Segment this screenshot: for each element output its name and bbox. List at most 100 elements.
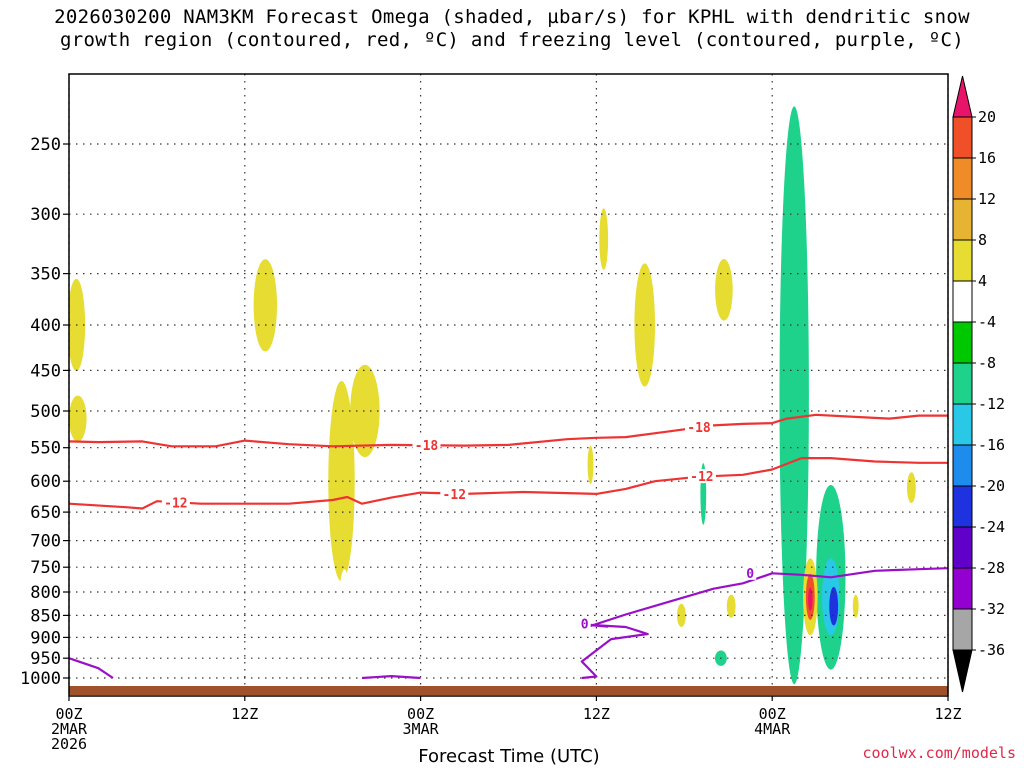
y-tick-label: 800: [30, 583, 61, 603]
freezing-level-contour: [581, 567, 948, 630]
colorbar-label: -16: [978, 436, 1005, 454]
credit-link[interactable]: coolwx.com/models: [862, 744, 1016, 762]
x-tick-label: 2MAR: [51, 720, 88, 738]
y-tick-label: 1000: [20, 669, 61, 689]
colorbar-label: -32: [978, 600, 1005, 618]
colorbar-label: 12: [978, 190, 996, 208]
omega-cell: [328, 381, 355, 582]
omega-cell: [395, 650, 431, 690]
colorbar-block: [952, 444, 973, 487]
omega-cell: [587, 445, 594, 485]
omega-cell: [808, 587, 813, 611]
colorbar-block: [952, 280, 973, 323]
contour-label: 0: [581, 618, 589, 633]
omega-cell: [253, 259, 277, 352]
colorbar-block: [952, 239, 973, 282]
colorbar-block: [952, 485, 973, 528]
colorbar-label: -4: [978, 313, 996, 331]
y-tick-label: 700: [30, 532, 61, 552]
omega-cell: [677, 603, 686, 628]
omega-cell: [586, 638, 636, 678]
contour-label-bg: [412, 437, 441, 452]
chart-title-line-2: growth region (contoured, red, ºC) and f…: [60, 29, 964, 51]
contour-label: -12: [690, 470, 713, 485]
colorbar-label: -24: [978, 518, 1005, 536]
colorbar-label: -20: [978, 477, 1005, 495]
y-tick-label: 650: [30, 503, 61, 523]
colorbar-block: [952, 526, 973, 569]
omega-cell: [674, 377, 695, 532]
contour-label: -12: [164, 497, 187, 512]
omega-shading: [69, 74, 948, 696]
x-tick-label: 3MAR: [403, 720, 440, 738]
omega-cell: [829, 586, 839, 626]
colorbar-block: [952, 567, 973, 610]
y-tick-label: 450: [30, 361, 61, 381]
y-tick-label: 850: [30, 606, 61, 626]
y-tick-label: 750: [30, 558, 61, 578]
colorbar-block: [952, 362, 973, 405]
colorbar-label: 4: [978, 272, 987, 290]
omega-cell: [907, 472, 916, 503]
y-tick-label: 500: [30, 402, 61, 422]
colorbar-label: -12: [978, 395, 1005, 413]
y-axis: 2503003504004505005506006507007508008509…: [20, 135, 69, 689]
colorbar-label: -8: [978, 354, 996, 372]
x-tick-label: 00Z: [407, 705, 434, 723]
contour-label-bg: [685, 419, 713, 434]
contour-label: -18: [687, 421, 711, 436]
colorbar-label: -28: [978, 559, 1005, 577]
omega-cell: [715, 259, 733, 321]
y-tick-label: 250: [30, 135, 61, 155]
x-tick-label: 12Z: [934, 705, 961, 723]
omega-cell: [69, 395, 87, 442]
omega-cell: [634, 263, 655, 387]
freezing-level-contour: [361, 674, 421, 680]
contour-label-bg: [578, 616, 591, 631]
colorbar-bottom-triangle: [952, 649, 973, 693]
x-tick-label: 00Z: [55, 705, 82, 723]
x-tick-label: 12Z: [231, 705, 258, 723]
contours: -18 -18 -12 -12 -12 0 0: [69, 413, 948, 680]
contour-label-bg: [440, 486, 469, 501]
contour-label-bg: [161, 495, 190, 510]
omega-cell: [779, 106, 809, 685]
omega-cell: [852, 594, 859, 618]
chart-title-line-1: 2026030200 NAM3KM Forecast Omega (shaded…: [54, 6, 970, 28]
omega-cell: [174, 181, 204, 321]
colorbar-block: [952, 157, 973, 200]
contour-label-bg: [744, 565, 757, 580]
y-tick-label: 900: [30, 628, 61, 648]
y-tick-label: 600: [30, 472, 61, 492]
colorbar-label: 16: [978, 149, 996, 167]
colorbar-label: -36: [978, 641, 1005, 659]
contour-label: -12: [443, 488, 466, 503]
omega-cell: [679, 278, 695, 372]
y-tick-label: 950: [30, 649, 61, 669]
y-tick-label: 350: [30, 265, 61, 285]
freezing-level-contour: [580, 623, 649, 680]
y-tick-label: 300: [30, 205, 61, 225]
y-tick-label: 550: [30, 439, 61, 459]
x-tick-label: 12Z: [583, 705, 610, 723]
colorbar-block: [952, 608, 973, 651]
omega-cell: [599, 208, 609, 270]
omega-cell: [338, 569, 351, 662]
colorbar-label: 8: [978, 231, 987, 249]
contour-label: 0: [746, 567, 754, 582]
contour-label: -18: [415, 439, 439, 454]
x-axis-title: Forecast Time (UTC): [418, 746, 600, 767]
omega-cell: [728, 461, 743, 539]
dgz-contour: [69, 413, 948, 448]
omega-cell: [726, 594, 736, 618]
colorbar-block: [952, 321, 973, 364]
y-tick-label: 400: [30, 316, 61, 336]
colorbar-block: [952, 116, 973, 159]
plot-frame: [68, 73, 949, 697]
colorbar-top-triangle: [952, 75, 973, 118]
omega-cell: [350, 364, 380, 458]
colorbar-block: [952, 403, 973, 446]
x-tick-label: 4MAR: [754, 720, 791, 738]
freezing-level-contour: [69, 657, 114, 679]
